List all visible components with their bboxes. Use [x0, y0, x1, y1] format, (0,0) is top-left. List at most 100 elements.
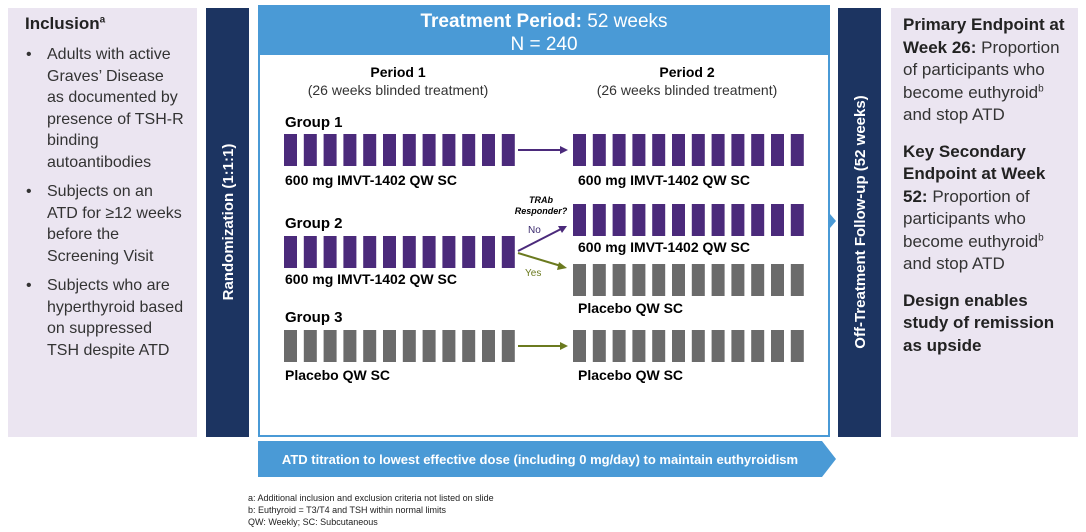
dose-bar	[462, 236, 476, 268]
endpoint-heading: Design enables study of remission as ups…	[903, 290, 1055, 355]
titration-label: ATD titration to lowest effective dose (…	[282, 452, 798, 467]
dose-label: 600 mg IMVT-1402 QW SC	[578, 239, 750, 255]
dose-bar	[462, 134, 476, 166]
dose-bar	[323, 236, 337, 268]
dose-bar	[573, 264, 586, 296]
dose-bar	[363, 134, 377, 166]
dose-bar	[422, 236, 436, 268]
bullet: Subjects who are hyperthyroid based on s…	[8, 275, 185, 361]
period-note: (26 weeks blinded treatment)	[597, 82, 778, 98]
endpoint: Primary Endpoint at Week 26: Proportion …	[903, 14, 1070, 127]
endpoints: Primary Endpoint at Week 26: Proportion …	[891, 8, 1078, 357]
diagram: Randomization (1:1:1) Off-Treatment Foll…	[206, 5, 881, 477]
dose-bar	[790, 330, 804, 362]
dose-bar	[462, 330, 476, 362]
arrow	[517, 228, 562, 252]
dose-bar	[303, 134, 317, 166]
randomization-label: Randomization (1:1:1)	[220, 144, 237, 301]
dose-label: 600 mg IMVT-1402 QW SC	[285, 172, 457, 188]
dose-bar	[751, 134, 765, 166]
dose-bar	[323, 330, 337, 362]
dose-bar	[612, 134, 626, 166]
duration: 52 weeks	[587, 11, 667, 32]
dose-bar	[612, 330, 626, 362]
dose-bar	[632, 204, 646, 236]
arrow-tip	[830, 214, 836, 228]
group-label: Group 3	[285, 309, 343, 326]
dose-bar	[402, 134, 416, 166]
dose-bar	[422, 330, 436, 362]
dose-bar	[790, 264, 804, 296]
dose-bar	[592, 134, 606, 166]
group-label: Group 1	[285, 114, 343, 131]
dose-bar	[672, 330, 685, 362]
dose-bar	[383, 236, 396, 268]
footnote: b: Euthyroid = T3/T4 and TSH within norm…	[248, 505, 446, 515]
dose-bar	[691, 204, 705, 236]
dose-bar	[731, 204, 745, 236]
dose-bar	[652, 204, 666, 236]
dose-bar	[284, 236, 297, 268]
period-name: Period 2	[659, 64, 714, 80]
inclusion-panel: Inclusiona Adults with active Graves’ Di…	[8, 8, 197, 437]
dose-bar	[284, 134, 297, 166]
dose-bar	[501, 134, 515, 166]
dose-bar	[303, 330, 317, 362]
footnote: QW: Weekly; SC: Subcutaneous	[248, 517, 378, 527]
dose-bar	[573, 134, 586, 166]
dose-bar	[501, 330, 515, 362]
dose-bar	[632, 134, 646, 166]
dose-bar	[422, 134, 436, 166]
sample-size: N = 240	[510, 34, 577, 55]
dose-bar	[592, 330, 606, 362]
dose-bar	[691, 330, 705, 362]
period-name: Period 1	[370, 64, 425, 80]
dose-bar	[711, 134, 725, 166]
footnote: a: Additional inclusion and exclusion cr…	[248, 493, 494, 503]
dose-bar	[652, 264, 666, 296]
dose-bar	[652, 330, 666, 362]
bullet: Subjects on an ATD for ≥12 weeks before …	[8, 181, 185, 267]
dose-bar	[632, 264, 646, 296]
dose-label: 600 mg IMVT-1402 QW SC	[578, 172, 750, 188]
dose-bar	[573, 330, 586, 362]
dose-bar	[711, 204, 725, 236]
period-note: (26 weeks blinded treatment)	[308, 82, 489, 98]
dose-bar	[711, 330, 725, 362]
dose-bar	[691, 134, 705, 166]
endpoint-body: Proportion of participants who become eu…	[903, 37, 1060, 102]
endpoint: Design enables study of remission as ups…	[903, 290, 1070, 358]
arrows	[517, 146, 568, 350]
titration-arrow	[258, 441, 836, 477]
decision-label: Responder?	[515, 206, 568, 216]
dose-bar	[323, 134, 337, 166]
dose-bar	[731, 330, 745, 362]
bullet: Adults with active Graves’ Disease as do…	[8, 44, 185, 173]
arrowhead	[557, 262, 567, 270]
arrowhead	[558, 226, 567, 233]
endpoint-body: Proportion of participants who become eu…	[903, 186, 1039, 251]
dose-label: Placebo QW SC	[285, 367, 390, 383]
dose-bar	[771, 204, 784, 236]
follow-up-label: Off-Treatment Follow-up (52 weeks)	[852, 95, 869, 348]
footnotes: a: Additional inclusion and exclusion cr…	[248, 492, 494, 528]
arrowhead	[560, 342, 568, 350]
arrow	[517, 252, 562, 267]
dose-bar	[343, 236, 357, 268]
dose-bar	[751, 330, 765, 362]
dose-bar	[482, 236, 495, 268]
superscript: a	[99, 14, 106, 26]
dose-bar	[790, 134, 804, 166]
superscript: b	[1038, 231, 1044, 243]
dose-bar	[482, 330, 495, 362]
endpoint-tail: and stop ATD	[903, 105, 1005, 124]
dose-bar	[612, 204, 626, 236]
dose-bar	[672, 204, 685, 236]
decision-label: TRAb	[529, 195, 553, 205]
dose-bar	[711, 264, 725, 296]
dose-bar	[790, 204, 804, 236]
endpoint-heading: Key Secondary Endpoint at Week 52:	[903, 141, 1046, 206]
dose-bars	[284, 134, 804, 362]
title-text: Inclusion	[25, 14, 100, 33]
